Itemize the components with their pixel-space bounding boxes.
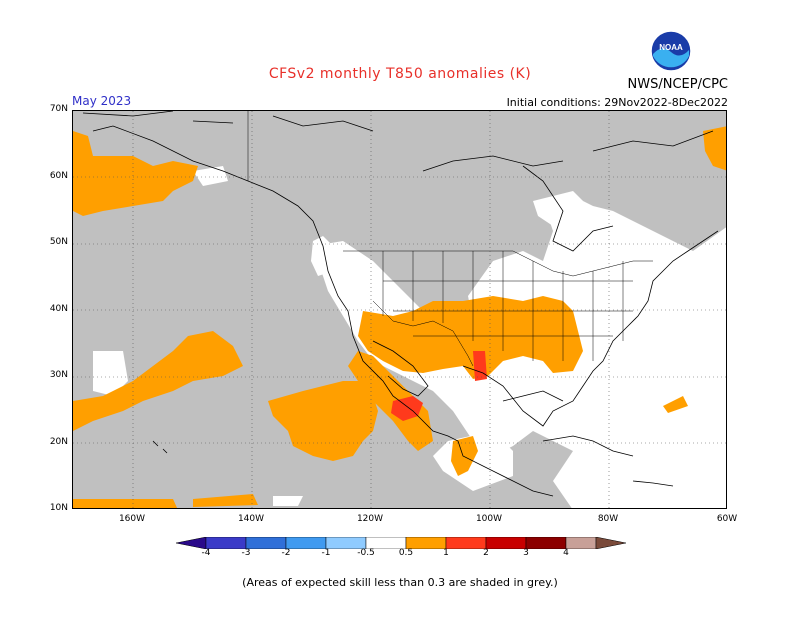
skill-note: (Areas of expected skill less than 0.3 a… xyxy=(242,576,558,589)
colorbar-label: -1 xyxy=(321,548,331,558)
colorbar-label: -0.5 xyxy=(357,548,375,558)
colorbar xyxy=(176,537,626,549)
lat-label-70n: 70N xyxy=(49,104,68,114)
lat-label-10n: 10N xyxy=(49,503,68,513)
colorbar-label: 1 xyxy=(443,548,449,558)
noaa-logo: NOAA xyxy=(650,30,692,72)
lat-label-60n: 60N xyxy=(49,171,68,181)
colorbar-label: -2 xyxy=(281,548,291,558)
initial-conditions: Initial conditions: 29Nov2022-8Dec2022 xyxy=(506,96,728,109)
map-canvas xyxy=(73,111,726,508)
positive-anomaly-regions xyxy=(73,126,726,508)
lon-label-140w: 140W xyxy=(237,514,265,524)
lat-label-20n: 20N xyxy=(49,437,68,447)
colorbar-label: 4 xyxy=(563,548,569,558)
logo-text: NOAA xyxy=(659,43,683,52)
forecast-month: May 2023 xyxy=(72,94,132,108)
organization-label: NWS/NCEP/CPC xyxy=(627,77,728,92)
lon-label-120w: 120W xyxy=(356,514,384,524)
colorbar-high-arrow xyxy=(595,537,626,549)
lon-label-80w: 80W xyxy=(597,514,619,524)
lon-label-160w: 160W xyxy=(118,514,146,524)
lat-label-40n: 40N xyxy=(49,304,68,314)
coastlines xyxy=(82,111,719,497)
colorbar-label: -3 xyxy=(241,548,251,558)
colorbar-label: 3 xyxy=(523,548,529,558)
chart-title: CFSv2 monthly T850 anomalies (K) xyxy=(268,66,532,82)
colorbar-label: 0.5 xyxy=(398,548,414,558)
colorbar-label: 2 xyxy=(483,548,489,558)
graticule xyxy=(73,111,726,508)
anomaly-map xyxy=(72,110,727,509)
colorbar-label: -4 xyxy=(201,548,211,558)
political-borders xyxy=(247,111,653,367)
lat-label-30n: 30N xyxy=(49,370,68,380)
lon-label-60w: 60W xyxy=(716,514,738,524)
lat-label-50n: 50N xyxy=(49,237,68,247)
lon-label-100w: 100W xyxy=(475,514,503,524)
